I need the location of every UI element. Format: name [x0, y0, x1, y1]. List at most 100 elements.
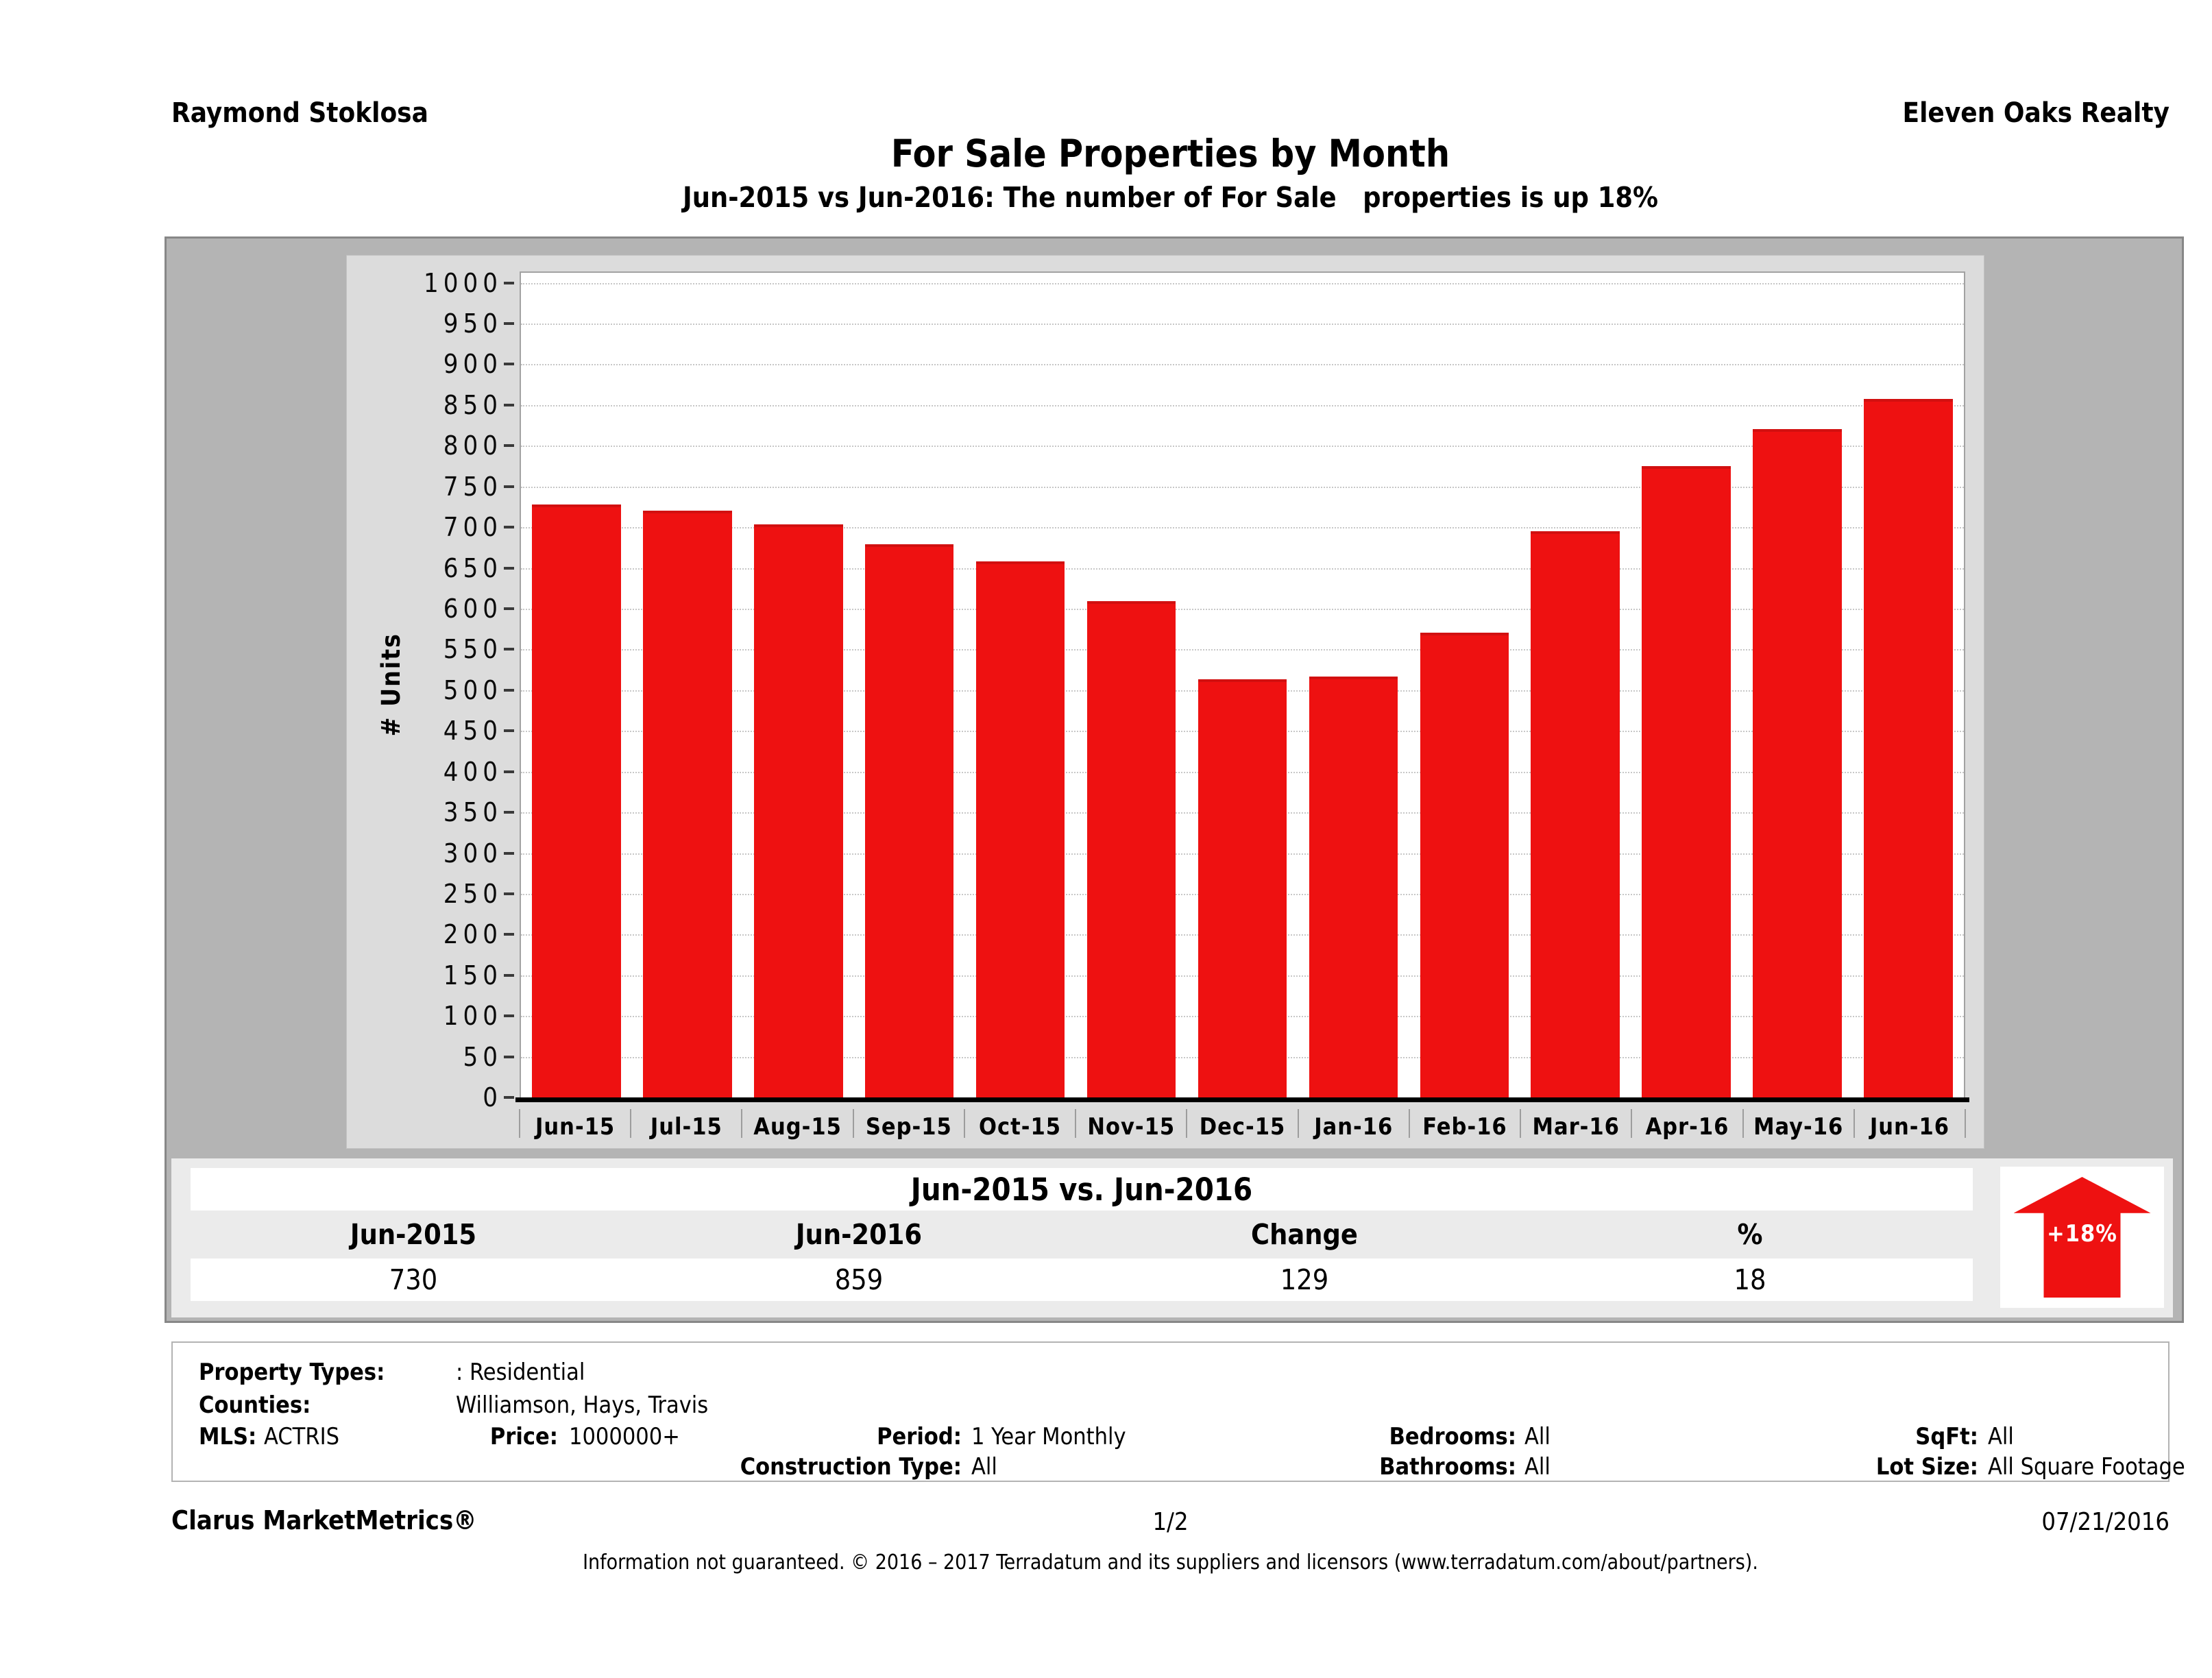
bar-Jun-15	[532, 504, 621, 1099]
y-tick-mark	[504, 1096, 514, 1099]
grid-line	[521, 608, 1964, 610]
y-tick-label: 600	[443, 593, 502, 624]
y-tick-label: 1000	[424, 267, 502, 298]
price-value: 1000000+	[569, 1423, 680, 1450]
y-tick-label: 450	[443, 716, 502, 746]
y-tick-mark	[504, 322, 514, 326]
footer-brand: Clarus MarketMetrics®	[171, 1505, 477, 1535]
trend-arrow-box: +18%	[2000, 1167, 2164, 1308]
period-label: Period:	[877, 1423, 962, 1450]
bedrooms-label: Bedrooms:	[1389, 1423, 1516, 1450]
x-tick-label: Jan-16	[1314, 1113, 1394, 1141]
summary-value-cell: 129	[1280, 1263, 1329, 1296]
y-tick: 50	[463, 1042, 514, 1072]
bedrooms-value: All	[1524, 1423, 1551, 1450]
y-tick-label: 850	[443, 389, 502, 420]
y-tick-label: 500	[443, 674, 502, 705]
x-tick-label: May-16	[1753, 1113, 1844, 1141]
summary-column-header: Change	[1251, 1218, 1358, 1251]
bar-slot	[743, 273, 854, 1099]
y-tick-label: 900	[443, 349, 502, 380]
y-tick-label: 950	[443, 308, 502, 339]
y-tick-label: 700	[443, 512, 502, 543]
y-tick: 750	[443, 472, 514, 502]
property-types-value: : Residential	[456, 1359, 585, 1386]
y-tick-mark	[504, 973, 514, 977]
summary-title: Jun-2015 vs. Jun-2016	[191, 1168, 1973, 1211]
price-label: Price:	[489, 1423, 558, 1450]
x-tick-separator	[1520, 1109, 1522, 1138]
period-value: 1 Year Monthly	[971, 1423, 1126, 1450]
counties-label: Counties:	[199, 1391, 311, 1419]
y-tick-label: 400	[443, 756, 502, 787]
x-tick-label: Aug-15	[753, 1113, 842, 1141]
y-tick-mark	[504, 770, 514, 773]
y-tick-mark	[504, 444, 514, 448]
grid-line	[521, 649, 1964, 651]
grid-line	[521, 404, 1964, 406]
y-tick: 700	[443, 512, 514, 542]
lot-size-value: All Square Footage	[1988, 1453, 2185, 1481]
sqft-label: SqFt:	[1915, 1423, 1978, 1450]
x-tick-separator	[1631, 1109, 1633, 1138]
summary-value-cell: 18	[1734, 1263, 1766, 1296]
grid-line	[521, 568, 1964, 570]
y-tick-mark	[504, 485, 514, 488]
summary-value-row: 730 859 129 18	[191, 1258, 1973, 1301]
construction-type-value: All	[971, 1453, 997, 1481]
y-tick: 0	[483, 1082, 514, 1112]
bar-slot	[1742, 273, 1853, 1099]
bathrooms-label: Bathrooms:	[1379, 1453, 1516, 1481]
filters-box: Property Types: : Residential Counties: …	[171, 1341, 2185, 1482]
y-tick: 800	[443, 430, 514, 461]
summary-column-header: Jun-2015	[350, 1218, 477, 1251]
page-title: For Sale Properties by Month	[890, 132, 1450, 175]
y-tick-mark	[504, 729, 514, 733]
y-tick: 450	[443, 716, 514, 746]
summary-column-header: %	[1737, 1218, 1763, 1251]
y-tick-mark	[504, 403, 514, 406]
y-tick: 550	[443, 634, 514, 664]
chart-panel: # Units 0 50 100 150 200 250 300 350 400 450 500 55…	[346, 255, 1984, 1149]
y-tick-label: 800	[443, 430, 502, 461]
y-tick-mark	[504, 363, 514, 366]
x-tick-separator	[1408, 1109, 1410, 1138]
x-tick-separator	[852, 1109, 854, 1138]
x-tick-label: Feb-16	[1422, 1113, 1507, 1141]
y-tick-mark	[504, 566, 514, 570]
chart-container: # Units 0 50 100 150 200 250 300 350 400 450 500 55…	[165, 236, 2184, 1323]
footer-page-number: 1/2	[1152, 1508, 1189, 1536]
trend-percent-label: +18%	[2047, 1220, 2117, 1248]
x-tick-label: Nov-15	[1087, 1113, 1176, 1141]
bar-Oct-15	[975, 561, 1065, 1099]
x-tick-label: Sep-15	[865, 1113, 952, 1141]
x-tick-separator	[1965, 1109, 1966, 1138]
y-tick: 850	[443, 390, 514, 420]
y-tick-label: 550	[443, 634, 502, 665]
bar-Aug-15	[754, 524, 843, 1099]
x-tick-separator	[1075, 1109, 1077, 1138]
x-tick-separator	[1186, 1109, 1188, 1138]
x-tick-label: Jun-16	[1869, 1113, 1950, 1141]
x-tick-label: Oct-15	[979, 1113, 1062, 1141]
x-tick-separator	[963, 1109, 965, 1138]
bar-slot	[965, 273, 1076, 1099]
bathrooms-value: All	[1524, 1453, 1551, 1481]
y-tick-label: 200	[443, 919, 502, 950]
grid-line	[521, 324, 1964, 326]
summary-table: Jun-2015 vs. Jun-2016 Jun-2015 Jun-2016 Ch…	[171, 1158, 1992, 1317]
y-tick: 400	[443, 757, 514, 787]
mls-value: ACTRIS	[264, 1423, 340, 1450]
plot-area	[515, 271, 1969, 1102]
grid-line	[521, 527, 1964, 529]
bar-slot	[1409, 273, 1520, 1099]
y-tick: 250	[443, 879, 514, 909]
y-tick-mark	[504, 281, 514, 284]
mls-label: MLS:	[199, 1423, 257, 1450]
summary-header-row: Jun-2015 Jun-2016 Change%	[191, 1211, 1973, 1258]
bar-Feb-16	[1420, 633, 1509, 1099]
x-tick-label: Apr-16	[1645, 1113, 1729, 1141]
bar-May-16	[1753, 429, 1842, 1099]
lot-size-label: Lot Size:	[1875, 1453, 1978, 1481]
